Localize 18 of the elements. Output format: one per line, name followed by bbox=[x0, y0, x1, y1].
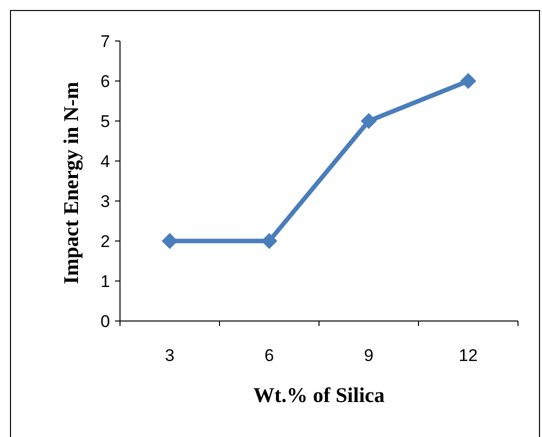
point bbox=[261, 233, 278, 249]
y-tick-label: 6 bbox=[100, 72, 110, 91]
y-tick-label: 4 bbox=[100, 152, 110, 171]
x-axis-title: Wt.% of Silica bbox=[253, 383, 386, 407]
y-tick-label: 2 bbox=[100, 232, 110, 251]
y-axis-title: Impact Energy in N-m bbox=[59, 81, 83, 284]
point bbox=[162, 233, 178, 249]
y-tick-label: 1 bbox=[100, 272, 110, 291]
y-tick-label: 5 bbox=[100, 112, 110, 131]
point bbox=[360, 113, 377, 129]
x-tick-label: 6 bbox=[264, 346, 274, 365]
y-tick-label: 0 bbox=[100, 312, 110, 331]
y-tick-label: 3 bbox=[100, 192, 110, 211]
point bbox=[460, 73, 476, 89]
x-tick-label: 12 bbox=[458, 346, 478, 365]
x-tick-label: 3 bbox=[165, 346, 174, 365]
x-tick-label: 9 bbox=[364, 346, 374, 365]
y-tick-label: 7 bbox=[100, 32, 110, 51]
